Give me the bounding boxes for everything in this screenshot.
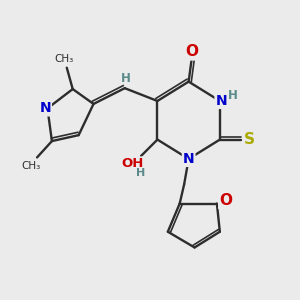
Text: H: H bbox=[121, 72, 131, 85]
Text: O: O bbox=[219, 193, 232, 208]
Text: CH₃: CH₃ bbox=[22, 161, 41, 171]
Text: CH₃: CH₃ bbox=[55, 54, 74, 64]
Text: H: H bbox=[227, 89, 237, 102]
Text: N: N bbox=[183, 152, 194, 166]
Text: H: H bbox=[136, 168, 145, 178]
Text: S: S bbox=[244, 132, 254, 147]
Text: N: N bbox=[39, 101, 51, 116]
Text: OH: OH bbox=[122, 158, 144, 170]
Text: N: N bbox=[215, 94, 227, 108]
Text: O: O bbox=[185, 44, 198, 59]
